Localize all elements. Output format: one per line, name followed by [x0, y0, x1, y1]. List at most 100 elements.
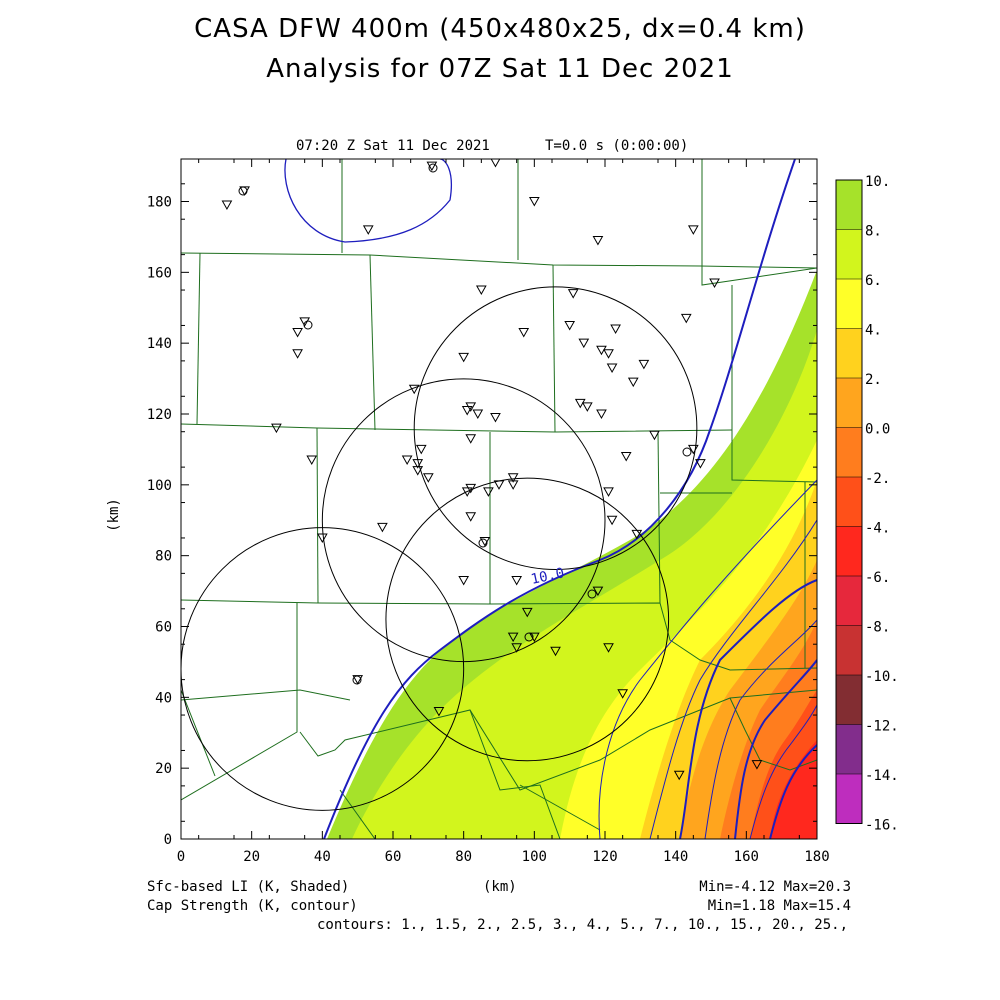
triangle-down-marker [458, 575, 470, 586]
triangle-down-marker [603, 487, 614, 497]
circle-marker [352, 675, 362, 685]
triangle-down-marker [603, 349, 614, 359]
radar-range-ring [321, 378, 606, 663]
triangle-down-marker [465, 512, 477, 522]
colorbar-swatch [836, 724, 862, 774]
colorbar-label: 0.0 [865, 422, 890, 438]
colorbar-label: -12. [865, 719, 899, 735]
colorbar-label: -10. [865, 669, 899, 685]
triangle-down-marker [687, 225, 699, 235]
cap-strength-contours [284, 159, 817, 839]
triangle-down-marker [550, 646, 561, 657]
contour-variable: Cap Strength (K, contour) [147, 898, 358, 914]
y-tick-label: 0 [164, 832, 172, 848]
y-tick-label: 20 [155, 761, 172, 777]
x-tick-label: 80 [455, 849, 472, 865]
site-markers [238, 163, 692, 685]
map-title: CASA DFW 400m (450x480x25, dx=0.4 km) [194, 14, 806, 44]
colorbar-swatch [836, 625, 862, 675]
triangle-down-marker [606, 363, 618, 373]
circle-marker [238, 186, 248, 196]
x-tick-label: 20 [243, 849, 260, 865]
x-tick-label: 120 [592, 849, 617, 865]
contour-levels: contours: 1., 1.5, 2., 2.5, 3., 4., 5., … [317, 917, 848, 933]
triangle-down-marker [415, 444, 427, 455]
colorbar-swatch [836, 526, 862, 576]
triangle-down-marker [638, 359, 650, 370]
triangle-down-marker [483, 487, 494, 497]
triangle-down-marker [578, 338, 590, 349]
triangle-down-marker [511, 575, 523, 586]
colorbar-swatch [836, 576, 862, 626]
triangle-down-marker [299, 317, 311, 327]
triangle-down-marker [528, 632, 540, 643]
x-tick-label: 160 [734, 849, 759, 865]
triangle-down-marker [461, 405, 473, 416]
triangle-down-marker [627, 377, 639, 388]
triangle-down-marker [673, 770, 685, 781]
triangle-down-marker [433, 707, 445, 717]
contour-10 [323, 159, 796, 839]
y-tick-label: 60 [155, 620, 172, 636]
triangle-down-marker [687, 444, 699, 455]
circle-marker [428, 163, 438, 173]
triangle-down-marker [475, 285, 487, 296]
triangle-down-marker [620, 452, 632, 462]
shaded-variable: Sfc-based LI (K, Shaded) [147, 879, 349, 895]
circle-marker [478, 538, 488, 548]
triangle-down-marker [362, 225, 374, 235]
triangle-down-marker [574, 398, 586, 409]
triangle-down-marker [507, 632, 519, 643]
colorbar-label: -14. [865, 768, 899, 784]
triangle-down-marker [271, 423, 282, 434]
circle-marker [524, 632, 534, 642]
triangle-down-marker [564, 320, 576, 331]
colorbar-label: -4. [865, 521, 890, 537]
colorbar-swatch [836, 477, 862, 527]
x-tick-label: 40 [314, 849, 331, 865]
triangle-down-marker [422, 473, 434, 483]
triangle-down-marker [528, 197, 540, 207]
colorbar-swatch [836, 180, 862, 230]
colorbar-swatch [836, 427, 862, 477]
triangle-down-marker [292, 328, 303, 338]
triangle-down-marker [518, 328, 530, 338]
colorbar-label: 10. [865, 174, 890, 190]
axes: 0 20 40 60 80 100 120 140 160 180 0 20 40 60 80 100 120 1… [147, 159, 830, 865]
colorbar-swatch [836, 328, 862, 378]
valid-time: 07:20 Z Sat 11 Dec 2021 [296, 138, 490, 154]
x-tick-label: 0 [177, 849, 185, 865]
triangle-down-marker [221, 200, 233, 211]
shaded-minmax: Min=-4.12 Max=20.3 [699, 879, 851, 895]
triangle-down-marker [606, 515, 618, 526]
triangle-down-marker [596, 409, 607, 420]
triangle-down-marker [458, 352, 470, 363]
triangle-down-marker [465, 434, 477, 444]
triangle-down-marker [751, 760, 763, 770]
y-tick-label: 100 [147, 478, 172, 494]
y-tick-label: 120 [147, 407, 172, 423]
x-tick-label: 140 [663, 849, 688, 865]
map-subtitle: Analysis for 07Z Sat 11 Dec 2021 [266, 54, 734, 84]
y-tick-label: 140 [147, 336, 172, 352]
triangle-down-marker [490, 159, 501, 168]
contour-stations-loop [284, 159, 452, 243]
colorbar-label: -8. [865, 620, 890, 636]
x-axis-label: (km) [483, 879, 517, 895]
y-axis-label: (km) [106, 498, 122, 532]
x-tick-label: 100 [522, 849, 547, 865]
triangle-down-marker [596, 345, 607, 356]
triangle-down-marker [695, 459, 706, 469]
triangle-down-marker [408, 384, 420, 395]
triangle-down-marker [316, 533, 328, 543]
triangle-down-marker [581, 402, 593, 412]
triangle-down-marker [592, 235, 604, 246]
radar-range-ring [413, 286, 698, 570]
triangle-down-marker [377, 522, 388, 533]
radar-range-ring [385, 477, 670, 762]
colorbar-swatch [836, 378, 862, 428]
x-tick-label: 180 [804, 849, 829, 865]
triangle-down-marker [521, 607, 533, 618]
triangle-down-marker [567, 289, 579, 299]
